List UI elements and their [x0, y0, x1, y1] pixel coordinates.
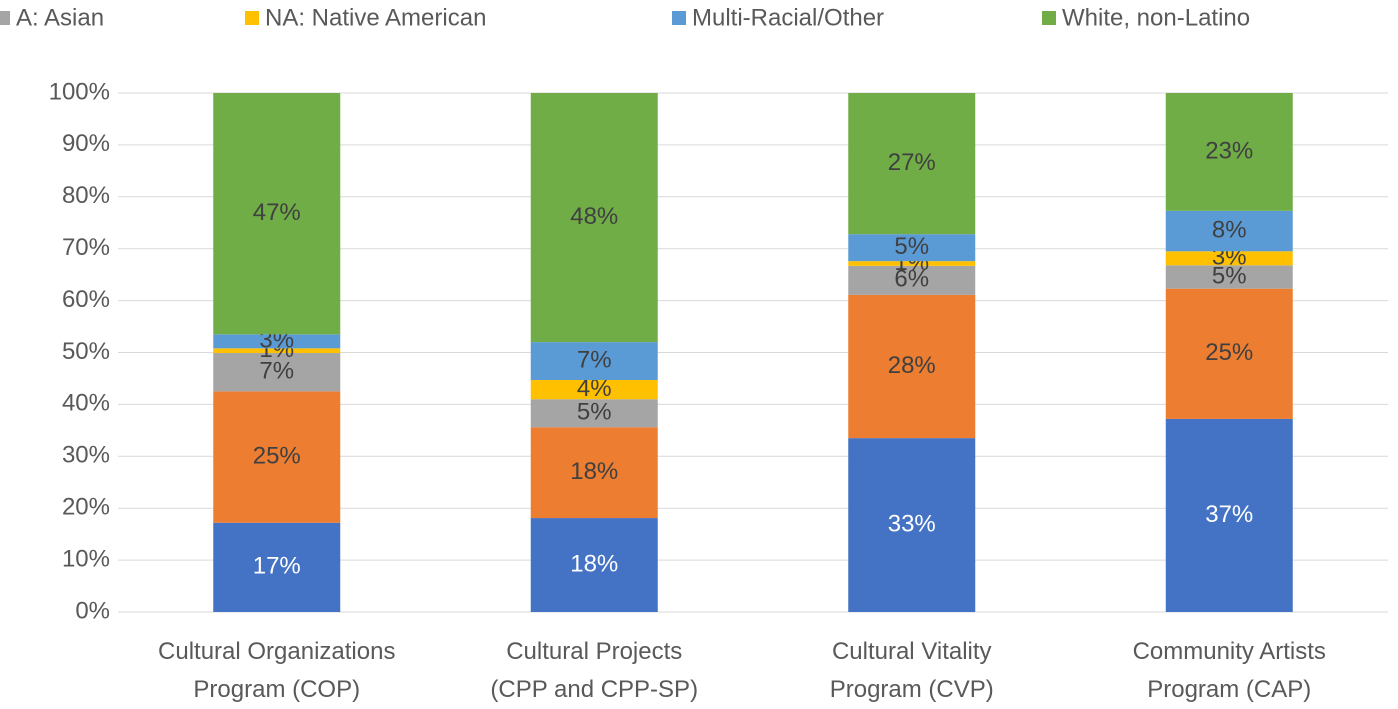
bar-segment [1165, 288, 1293, 419]
data-label: 6% [894, 266, 929, 293]
data-label: 47% [253, 199, 301, 226]
y-tick-label: 70% [62, 234, 110, 261]
data-label: 7% [259, 358, 294, 385]
data-label: 25% [253, 442, 301, 469]
y-tick-label: 50% [62, 338, 110, 365]
bar-segment [848, 438, 976, 612]
legend-swatch [1042, 11, 1056, 25]
y-tick-label: 80% [62, 182, 110, 209]
bar-segment [848, 265, 976, 295]
bar-segment [848, 93, 976, 235]
data-label: 23% [1205, 137, 1253, 164]
y-tick-label: 60% [62, 286, 110, 313]
legend-label: Multi-Racial/Other [692, 4, 884, 31]
bar-segment [530, 518, 658, 612]
y-tick-label: 100% [49, 78, 110, 105]
legend-label: White, non-Latino [1062, 4, 1250, 31]
bar-segment [1165, 418, 1293, 612]
bar-segment [1165, 210, 1293, 252]
bar-segment [848, 234, 976, 262]
bar-segment [848, 261, 976, 266]
y-tick-label: 40% [62, 390, 110, 417]
bar-segment [213, 353, 341, 392]
data-label: 5% [894, 233, 929, 260]
bar-segment [530, 342, 658, 381]
bar-segment [213, 348, 341, 354]
bar-segment [1165, 251, 1293, 266]
x-tick-label: Community Artists Program (CAP) [1132, 638, 1326, 703]
y-tick-label: 30% [62, 442, 110, 469]
bar-segment [213, 334, 341, 349]
bar-segment [213, 93, 341, 335]
bar-segment [213, 391, 341, 523]
y-tick-label: 20% [62, 494, 110, 521]
legend-label: NA: Native American [265, 4, 486, 31]
bar-segment [530, 427, 658, 519]
bar-segment [530, 380, 658, 400]
bar-segment [530, 399, 658, 428]
data-label: 48% [570, 203, 618, 230]
x-tick-label: Cultural Organizations Program (COP) [158, 638, 396, 703]
data-label: 25% [1205, 339, 1253, 366]
y-tick-label: 90% [62, 130, 110, 157]
data-label: 18% [570, 458, 618, 485]
legend-swatch [245, 11, 259, 25]
legend-swatch [672, 11, 686, 25]
bar-segment [530, 93, 658, 343]
data-label: 7% [577, 346, 612, 373]
data-label: 8% [1212, 216, 1247, 243]
data-label: 5% [577, 399, 612, 426]
y-tick-label: 10% [62, 545, 110, 572]
data-label: 27% [888, 149, 936, 176]
x-tick-label: Cultural Projects (CPP and CPP-SP) [490, 638, 699, 703]
data-label: 33% [888, 510, 936, 537]
bar-segment [1165, 93, 1293, 211]
y-tick-label: 0% [75, 597, 110, 624]
data-label: 18% [570, 550, 618, 577]
data-label: 37% [1205, 501, 1253, 528]
bar-segment [213, 522, 341, 612]
data-label: 5% [1212, 262, 1247, 289]
bar-segment [848, 294, 976, 439]
x-tick-label: Cultural Vitality Program (CVP) [829, 638, 994, 703]
data-label: 28% [888, 352, 936, 379]
bar-segment [1165, 265, 1293, 289]
legend-label: A: Asian [16, 4, 104, 31]
data-label: 17% [253, 553, 301, 580]
legend-swatch [0, 11, 10, 25]
